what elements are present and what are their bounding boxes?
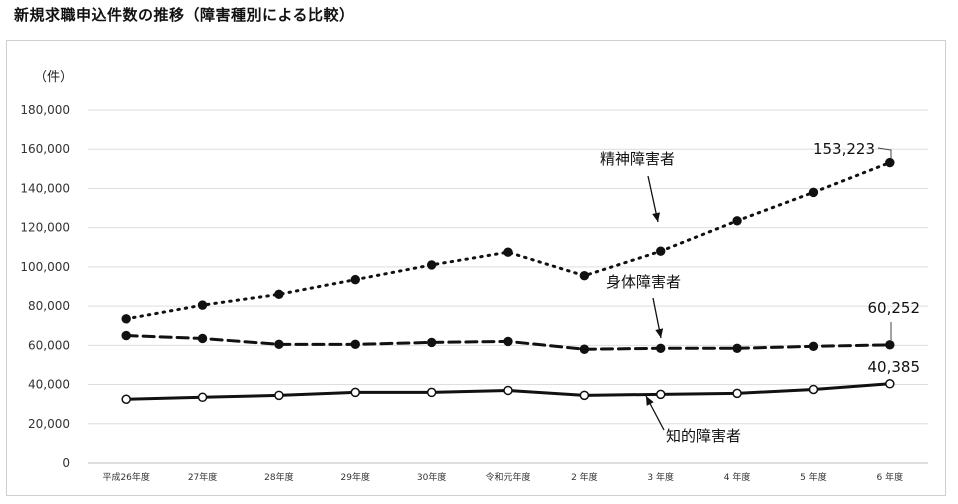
annotation-arrowhead [655,328,664,338]
data-point [350,274,360,285]
data-point [350,387,361,398]
y-tick-label: 40,000 [28,378,70,392]
data-point [579,271,590,281]
y-tick-label: 160,000 [20,142,70,156]
data-point [121,330,131,341]
data-point [656,343,666,353]
data-label-leader [877,147,892,158]
data-point [426,387,437,398]
x-tick-label: 3 年度 [647,471,674,483]
data-point [350,339,360,350]
x-tick-label: 平成26年度 [102,471,149,483]
data-point [656,246,666,256]
data-label: 153,223 [813,140,875,158]
data-point [732,216,742,226]
data-point [808,384,819,395]
chart-title: 新規求職申込件数の推移（障害種別による比較） [14,6,355,24]
x-tick-label: 2 年度 [571,471,598,483]
data-point [503,247,513,257]
chart-frame [6,40,946,496]
x-tick-label: 令和元年度 [485,471,530,483]
data-point [197,392,208,403]
series-line [124,161,892,321]
annotation-arrowhead [646,396,654,406]
data-point [579,390,590,401]
x-tick-label: 29年度 [341,471,370,483]
data-point [885,157,895,168]
y-tick-label: 140,000 [20,181,70,195]
data-point [274,289,284,300]
x-tick-label: 5 年度 [800,471,827,483]
data-point [885,379,895,389]
series-annotation-label: 知的障害者 [666,427,741,445]
x-tick-label: 30年度 [417,471,446,483]
data-point [503,385,513,396]
annotation-arrows [645,175,665,431]
series-lines [121,157,895,405]
y-tick-label: 180,000 [20,103,70,117]
x-tick-label: 6 年度 [877,471,904,483]
data-point [885,340,895,350]
y-tick-label: 120,000 [20,221,70,235]
x-tick-label: 28年度 [264,471,293,483]
data-point [121,394,131,405]
y-tick-label: 80,000 [28,299,70,313]
x-tick-label: 4 年度 [724,471,751,483]
y-axis-ticks: 0 20,000 40,000 60,000 80,000 100,000 120,000 1… [20,103,70,470]
y-tick-label: 0 [62,456,70,470]
data-point [732,343,742,353]
data-label: 40,385 [868,358,921,376]
series-annotation-label: 精神障害者 [600,150,675,168]
x-axis-ticks: 平成26年度 27年度 28年度 29年度 30年度 令和元年度 2 年度 3 年度 4 年度 5… [102,471,903,483]
y-tick-label: 100,000 [20,260,70,274]
data-point [274,390,284,401]
data-point [426,337,437,348]
data-point [121,314,131,324]
series-1 [121,157,895,324]
data-point [655,389,666,400]
series-annotation-label: 身体障害者 [606,273,681,291]
x-tick-label: 27年度 [188,471,217,483]
data-point [197,333,208,344]
data-point [426,260,437,270]
data-point [808,187,819,198]
series-3 [121,379,895,405]
data-point [808,341,819,352]
data-point [579,344,590,354]
y-tick-label: 60,000 [28,338,70,352]
y-tick-label: 20,000 [28,417,70,431]
data-point [197,300,208,310]
data-point [732,388,742,399]
annotation-arrowhead [652,212,660,222]
data-label: 60,252 [868,299,921,317]
data-point [274,339,284,350]
gridlines [88,109,928,464]
data-point [503,336,513,347]
y-axis-unit-label: （件） [34,70,73,85]
series-2 [121,330,895,354]
